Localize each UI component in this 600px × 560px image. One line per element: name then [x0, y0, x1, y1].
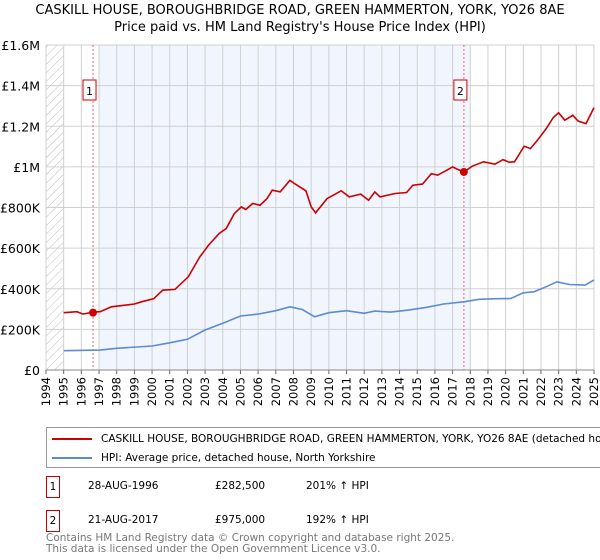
x-tick-label: 2024	[569, 377, 583, 406]
sale-point-marker	[89, 308, 98, 317]
chart-title: CASKILL HOUSE, BOROUGHBRIDGE ROAD, GREEN…	[35, 3, 565, 18]
transaction-row: 1 28-AUG-1996 £282,500 201% ↑ HPI	[46, 476, 546, 498]
transaction-price: £975,000	[215, 514, 266, 526]
y-tick-label: £200K	[0, 322, 41, 337]
marker-label: 1	[86, 85, 93, 98]
x-tick-label: 1999	[127, 377, 141, 406]
transaction-date: 21-AUG-2017	[88, 514, 159, 526]
x-tick-label: 2004	[216, 377, 230, 406]
transaction-row: 2 21-AUG-2017 £975,000 192% ↑ HPI	[46, 510, 546, 532]
y-tick-label: £0	[24, 363, 40, 378]
marker-label-box	[453, 79, 468, 101]
x-tick-label: 2020	[499, 377, 513, 406]
x-tick-label: 2016	[428, 377, 442, 406]
x-tick-label: 2006	[251, 377, 265, 406]
sale-point-marker	[459, 167, 468, 176]
footer-licence: This data is licensed under the Open Gov…	[46, 543, 381, 555]
x-tick-label: 2008	[286, 377, 300, 406]
transaction-hpi: 192% ↑ HPI	[306, 514, 369, 526]
marker-label-box	[82, 79, 97, 101]
x-tick-label: 1997	[92, 377, 106, 406]
legend: CASKILL HOUSE, BOROUGHBRIDGE ROAD, GREEN…	[46, 427, 600, 468]
legend-label: HPI: Average price, detached house, Nort…	[101, 452, 376, 464]
x-tick-label: 1995	[57, 377, 71, 406]
legend-label: CASKILL HOUSE, BOROUGHBRIDGE ROAD, GREEN…	[101, 433, 600, 445]
x-tick-label: 1996	[74, 377, 88, 406]
x-tick-label: 2019	[481, 377, 495, 406]
transaction-price: £282,500	[215, 480, 266, 492]
x-tick-label: 2002	[180, 377, 194, 406]
x-tick-label: 2000	[145, 377, 159, 406]
x-tick-label: 2007	[269, 377, 283, 406]
x-tick-label: 2023	[552, 377, 566, 406]
legend-item-hpi: HPI: Average price, detached house, Nort…	[52, 450, 376, 466]
x-tick-label: 2009	[304, 377, 318, 406]
x-tick-label: 2010	[322, 377, 336, 406]
x-tick-label: 2013	[375, 377, 389, 406]
chart-subtitle: Price paid vs. HM Land Registry's House …	[114, 20, 486, 35]
x-tick-label: 2018	[463, 377, 477, 406]
x-tick-label: 2011	[340, 377, 354, 406]
y-tick-label: £600K	[0, 241, 41, 256]
transaction-badge: 2	[46, 510, 60, 532]
y-tick-label: £1.4M	[1, 79, 40, 94]
y-tick-label: £1.6M	[1, 38, 40, 53]
legend-item-property: CASKILL HOUSE, BOROUGHBRIDGE ROAD, GREEN…	[52, 431, 600, 447]
x-tick-label: 2015	[410, 377, 424, 406]
x-tick-label: 2017	[446, 377, 460, 406]
x-tick-label: 2022	[534, 377, 548, 406]
x-tick-label: 1994	[39, 377, 53, 406]
y-tick-label: £1.2M	[1, 119, 40, 134]
x-tick-label: 2021	[516, 377, 530, 406]
transaction-badge: 1	[46, 476, 60, 498]
transaction-date: 28-AUG-1996	[88, 480, 159, 492]
marker-label: 2	[457, 85, 464, 98]
x-tick-label: 2005	[233, 377, 247, 406]
legend-swatch-red	[52, 438, 92, 440]
y-tick-label: £1M	[13, 160, 40, 175]
x-tick-label: 2025	[587, 377, 600, 406]
hpi-line	[63, 279, 595, 352]
property-price-line	[63, 107, 595, 315]
price-chart: 1994 1995 1996 1997 1998 1999 2000 2001 2002 2003…	[0, 38, 600, 406]
x-tick-label: 2012	[357, 377, 371, 406]
x-tick-label: 2001	[163, 377, 177, 406]
x-tick-label: 2014	[393, 377, 407, 406]
footer-copyright: Contains HM Land Registry data © Crown c…	[46, 532, 455, 544]
legend-swatch-blue	[52, 457, 92, 459]
y-tick-label: £400K	[0, 282, 41, 297]
transaction-hpi: 201% ↑ HPI	[306, 480, 369, 492]
x-tick-label: 2003	[198, 377, 212, 406]
x-tick-label: 1998	[110, 377, 124, 406]
y-tick-label: £800K	[0, 201, 41, 216]
